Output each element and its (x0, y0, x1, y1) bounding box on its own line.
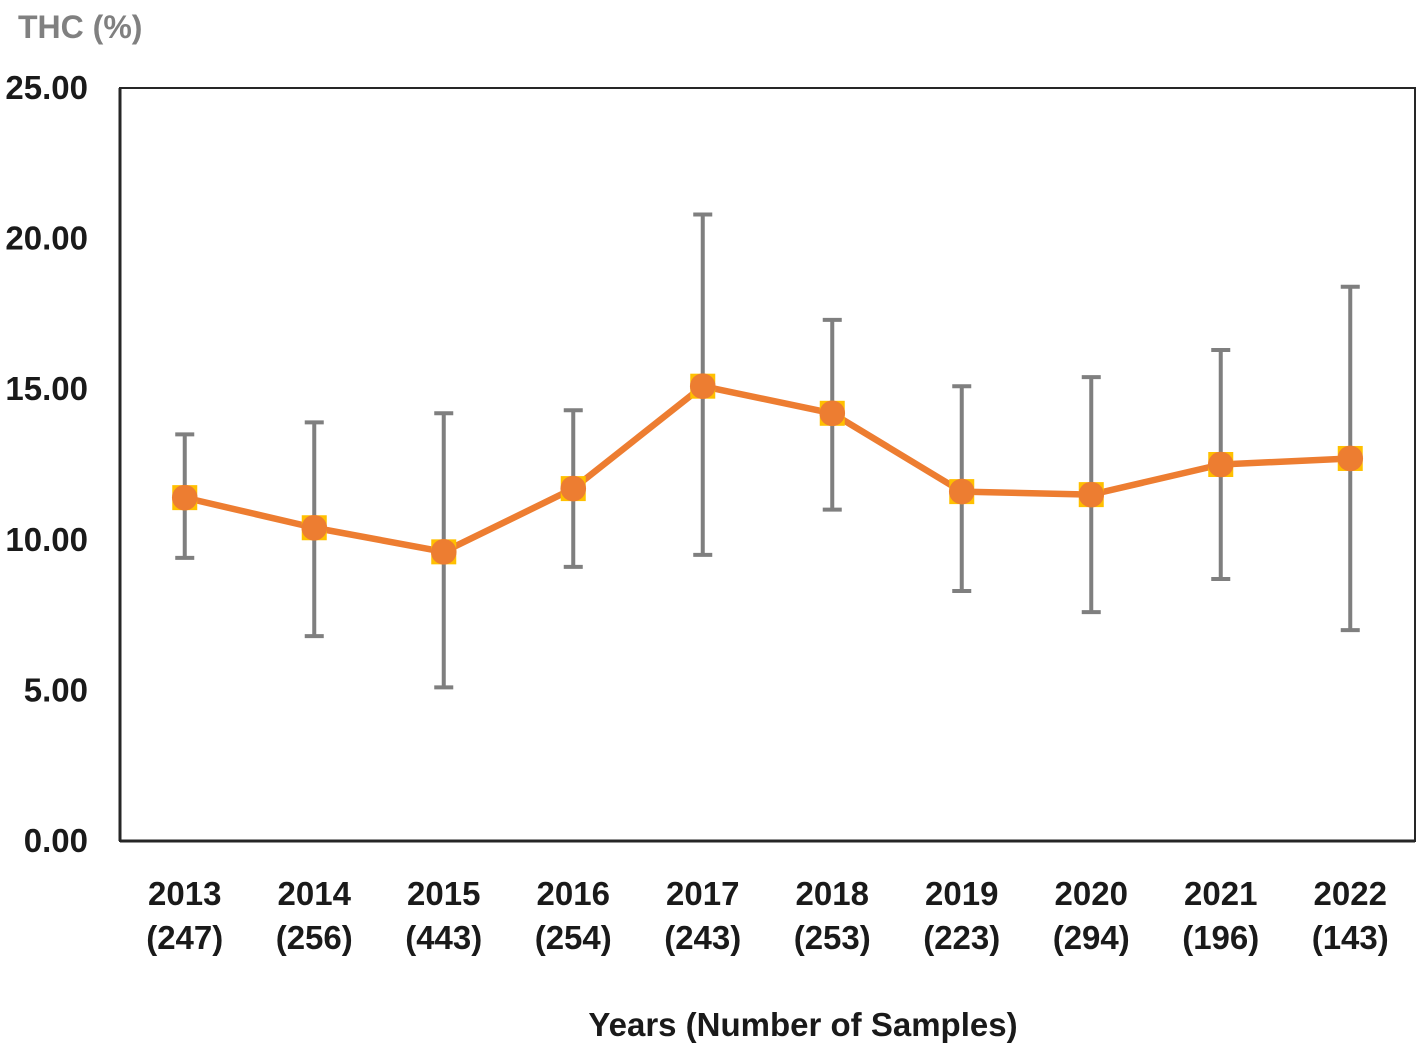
x-axis-tick-labels: 2013 (247) 2014 (256) 2015 (443) 2016 (254) 2017… (146, 875, 1389, 956)
trend-line (181, 382, 1354, 556)
x-axis-year-label: 2022 (1314, 875, 1387, 912)
data-point-marker (430, 539, 457, 565)
x-axis-year-label: 2016 (537, 875, 610, 912)
y-axis-tick-label: 5.00 (24, 671, 88, 708)
data-point-marker (301, 514, 328, 541)
x-axis-year-label: 2019 (925, 875, 998, 912)
data-point-marker (171, 484, 198, 511)
x-axis-sample-count-label: (143) (1312, 919, 1389, 956)
y-axis-tick-label: 15.00 (5, 370, 88, 407)
data-point-marker (819, 400, 846, 427)
x-axis-title: Years (Number of Samples) (588, 1006, 1017, 1043)
data-point-markers (171, 373, 1364, 565)
x-axis-sample-count-label: (253) (794, 919, 871, 956)
x-axis-sample-count-label: (196) (1182, 919, 1259, 956)
x-axis-sample-count-label: (254) (535, 919, 612, 956)
x-axis-year-label: 2013 (148, 875, 221, 912)
data-point-marker (560, 475, 587, 502)
x-axis-sample-count-label: (243) (664, 919, 741, 956)
data-point-marker (1207, 451, 1234, 478)
y-axis-tick-label: 0.00 (24, 822, 88, 859)
data-point-marker (1078, 481, 1105, 508)
x-axis-sample-count-label: (223) (923, 919, 1000, 956)
data-point-marker (689, 373, 716, 399)
y-axis-tick-label: 10.00 (5, 521, 88, 558)
x-axis-year-label: 2014 (278, 875, 352, 912)
x-axis-sample-count-label: (443) (405, 919, 482, 956)
x-axis-sample-count-label: (247) (146, 919, 223, 956)
x-axis-sample-count-label: (294) (1053, 919, 1130, 956)
data-point-marker (1337, 445, 1364, 472)
x-axis-year-label: 2018 (796, 875, 869, 912)
y-axis-tick-labels: 0.00 5.00 10.00 15.00 20.00 25.00 (5, 69, 88, 859)
y-axis-tick-label: 25.00 (5, 69, 88, 106)
data-point-marker (948, 478, 975, 505)
x-axis-year-label: 2017 (666, 875, 739, 912)
x-axis-year-label: 2020 (1055, 875, 1128, 912)
y-axis-tick-label: 20.00 (5, 220, 88, 257)
x-axis-year-label: 2021 (1184, 875, 1257, 912)
error-bars (175, 212, 1360, 690)
x-axis-sample-count-label: (256) (276, 919, 353, 956)
x-axis-year-label: 2015 (407, 875, 480, 912)
chart-title: THC (%) (18, 9, 142, 45)
